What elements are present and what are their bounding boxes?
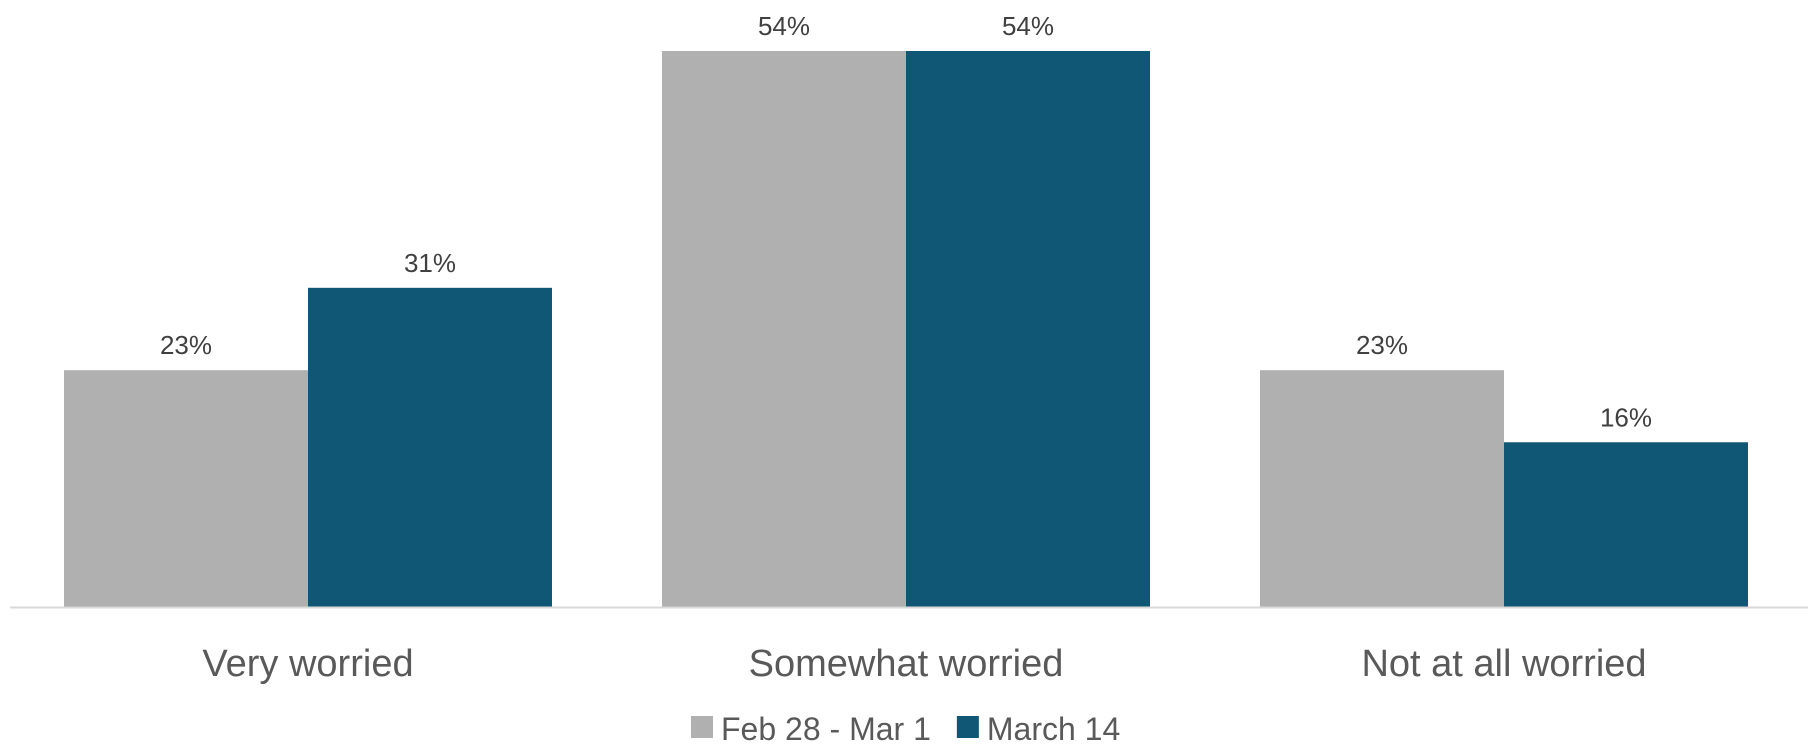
data-label: 31% [404, 248, 456, 278]
category-labels-group: Very worried Somewhat worried Not at all w… [202, 643, 1646, 685]
category-label-very-worried: Very worried [202, 643, 413, 685]
legend-swatch-series-2 [956, 716, 979, 738]
legend: Feb 28 - Mar 1 March 14 [691, 711, 1120, 747]
bar-very-worried-series-1 [64, 370, 308, 607]
bar-very-worried-series-2 [308, 287, 552, 607]
data-label: 54% [758, 11, 810, 41]
category-label-somewhat-worried: Somewhat worried [749, 643, 1064, 685]
data-label: 23% [160, 330, 212, 360]
legend-label-series-1: Feb 28 - Mar 1 [721, 711, 931, 747]
bar-not-at-all-worried-series-1 [1260, 370, 1504, 607]
legend-label-series-2: March 14 [987, 711, 1120, 747]
data-labels-group: 23% 31% 54% 54% 23% 16% [160, 11, 1652, 432]
bar-not-at-all-worried-series-2 [1504, 442, 1748, 607]
legend-swatch-series-1 [691, 716, 713, 738]
bars-group [64, 51, 1748, 607]
bar-somewhat-worried-series-2 [906, 51, 1150, 607]
data-label: 23% [1356, 330, 1408, 360]
data-label: 16% [1600, 402, 1652, 432]
category-label-not-at-all-worried: Not at all worried [1361, 643, 1646, 685]
data-label: 54% [1002, 11, 1054, 41]
bar-somewhat-worried-series-1 [662, 51, 906, 607]
